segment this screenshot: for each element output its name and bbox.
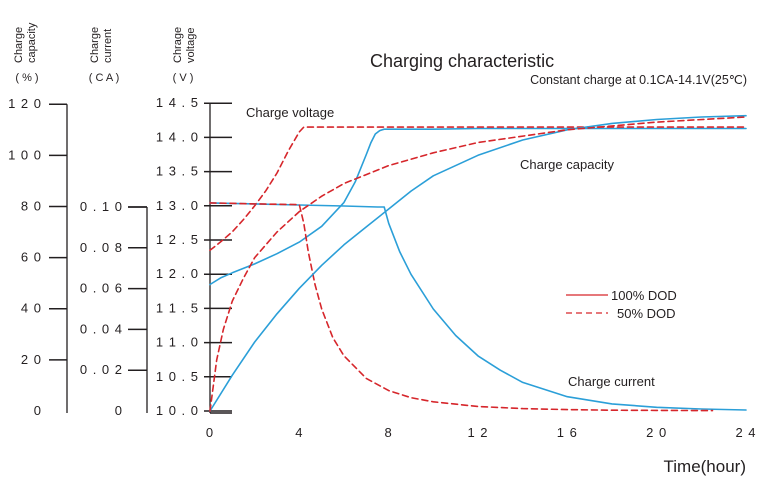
capacity-axis-tick-label: 8 0: [21, 198, 42, 213]
capacity-axis-tick-label: 4 0: [21, 301, 42, 316]
charge-capacity-annotation: Charge capacity: [520, 157, 614, 172]
capacity-axis-tick-label: 1 0 0: [8, 147, 42, 162]
current-axis-unit: ( C A ): [89, 72, 120, 84]
charge-current-annotation: Charge current: [568, 374, 655, 389]
voltage-axis-heading-line1: Chrage: [172, 27, 184, 63]
legend: 100% DOD 50% DOD: [566, 288, 677, 321]
current-axis-tick-label: 0 . 0 2: [80, 362, 123, 377]
voltage-axis-tick-label: 1 1 . 5: [156, 300, 199, 315]
x-axis-tick-label: 4: [295, 425, 303, 440]
chart-subtitle: Constant charge at 0.1CA-14.1V(25℃): [530, 73, 747, 87]
voltage-axis-tick-label: 1 0 . 0: [156, 403, 199, 418]
capacity-axis-tick-label: 6 0: [21, 250, 42, 265]
current-axis-tick-label: 0 . 0 4: [80, 321, 123, 336]
capacity-axis-tick-label: 2 0: [21, 352, 42, 367]
x-axis-tick-label: 1 6: [557, 425, 578, 440]
voltage-axis-tick-label: 1 3 . 5: [156, 164, 199, 179]
x-axis-tick-label: 2 4: [735, 425, 756, 440]
voltage-axis-unit: ( V ): [173, 72, 194, 84]
voltage-axis-heading-line2: voltage: [185, 28, 197, 63]
voltage-axis-tick-label: 1 2 . 5: [156, 232, 199, 247]
voltage-axis-tick-label: 1 4 . 5: [156, 95, 199, 110]
voltage-curve-100-dod: [209, 127, 747, 286]
current-axis-heading-line2: current: [102, 29, 114, 63]
x-axis-tick-label: 1 2: [467, 425, 488, 440]
voltage-axis-tick-label: 1 3 . 0: [156, 198, 199, 213]
voltage-curve-50-dod: [209, 126, 747, 252]
capacity-axis-unit: ( % ): [15, 72, 38, 84]
voltage-axis-tick-label: 1 2 . 0: [156, 266, 199, 281]
charge-voltage-annotation: Charge voltage: [246, 105, 334, 120]
x-axis-tick-label: 0: [206, 425, 214, 440]
current-axis-tick-label: 0 . 0 8: [80, 240, 123, 255]
axes: 0 2 0 4 0 6 0 8 0 1 0 0 1 2 0 0 0 . 0 2 0 . 0 4 0 …: [8, 95, 756, 440]
capacity-axis-tick-label: 1 2 0: [8, 96, 42, 111]
capacity-axis-heading-line1: Charge: [13, 27, 25, 63]
current-axis-tick-label: 0 . 1 0: [80, 199, 123, 214]
capacity-curve-50-dod: [209, 116, 747, 412]
capacity-curve-100-dod: [209, 114, 747, 412]
current-axis-heading-line1: Charge: [89, 27, 101, 63]
current-axis-tick-label: 0: [115, 403, 123, 418]
chart-title: Charging characteristic: [370, 51, 554, 71]
current-axis-tick-label: 0 . 0 6: [80, 281, 123, 296]
x-axis-tick-label: 8: [385, 425, 393, 440]
voltage-axis-tick-label: 1 4 . 0: [156, 129, 199, 144]
legend-label-100-dod: 100% DOD: [611, 288, 677, 303]
curves: [209, 114, 747, 412]
voltage-axis-tick-label: 1 1 . 0: [156, 335, 199, 350]
x-axis-label: Time(hour): [664, 457, 747, 476]
current-curve-100-dod: [209, 202, 747, 411]
legend-label-50-dod: 50% DOD: [617, 306, 676, 321]
capacity-axis-tick-label: 0: [34, 403, 42, 418]
capacity-axis-heading-line2: capacity: [26, 22, 38, 63]
axis-headings: Charge capacity ( % ) Charge current ( C…: [13, 22, 197, 84]
current-curve-50-dod: [209, 202, 714, 412]
x-axis-tick-label: 2 0: [646, 425, 667, 440]
curve-annotations: Charge voltage Charge capacity Charge cu…: [246, 105, 655, 389]
voltage-axis-tick-label: 1 0 . 5: [156, 369, 199, 384]
